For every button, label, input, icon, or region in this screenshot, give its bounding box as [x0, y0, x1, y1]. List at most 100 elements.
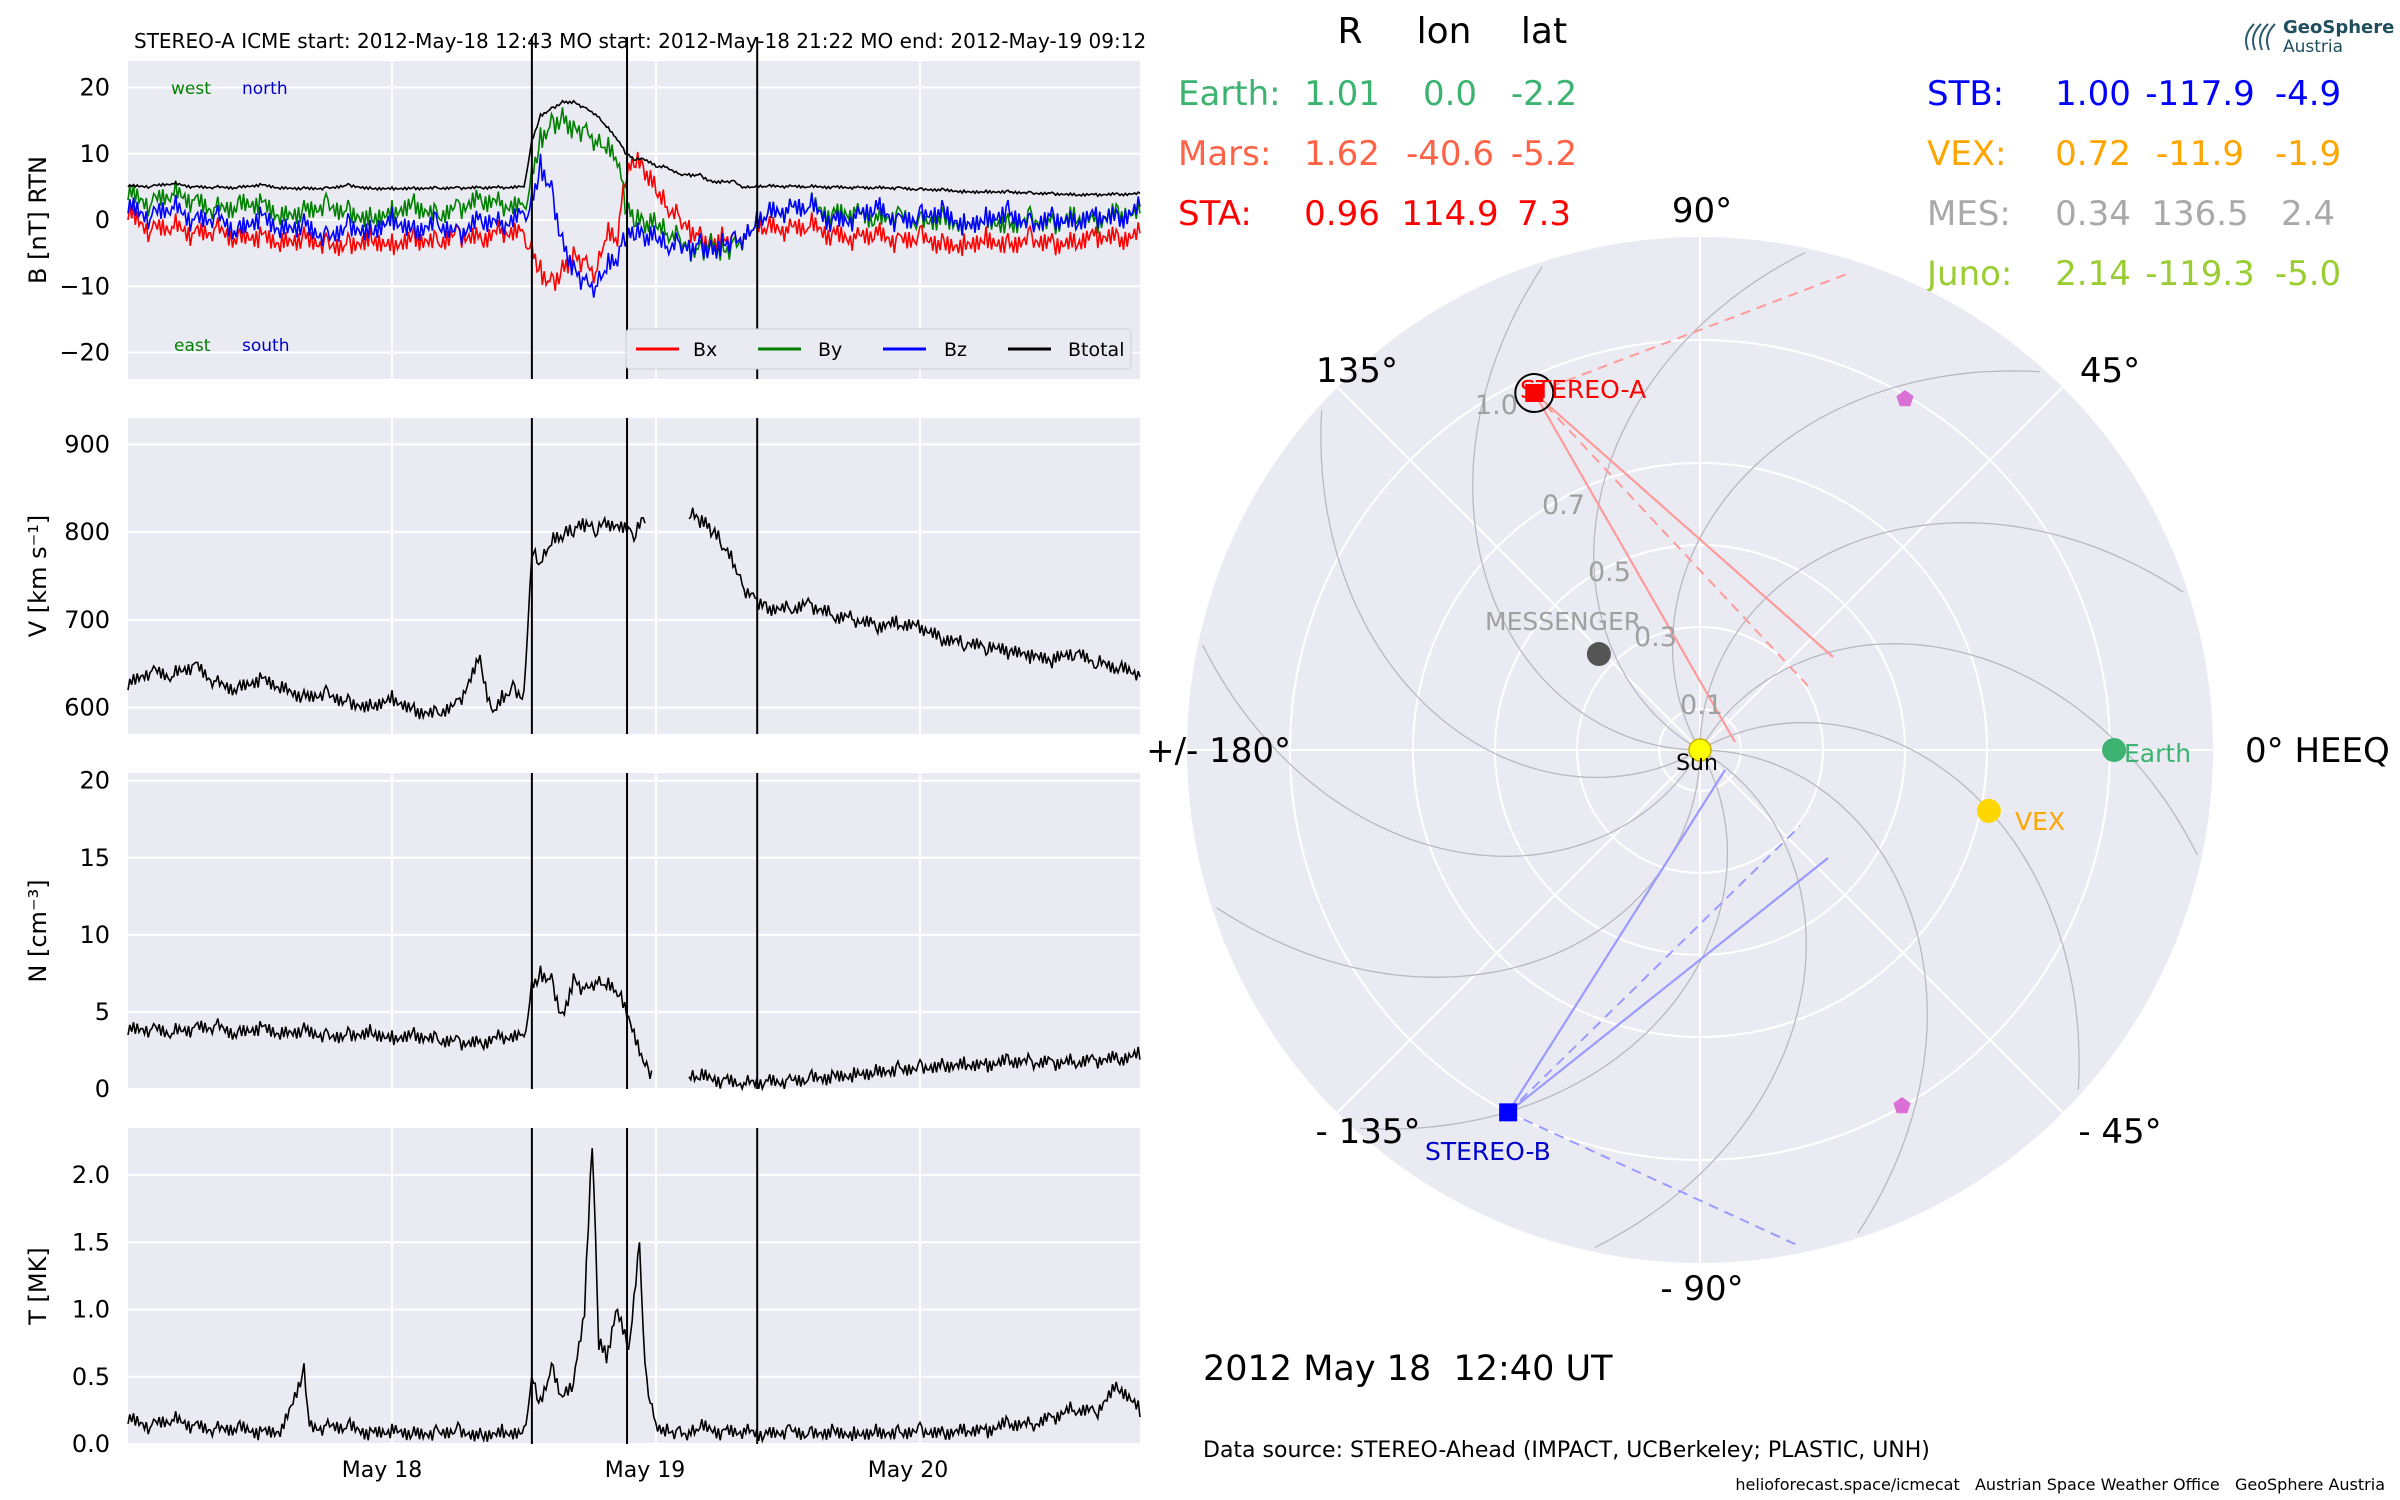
stereo-a-fov-1 [1533, 392, 1834, 658]
row-lon: -117.9 [2145, 74, 2255, 114]
sun-marker [1688, 738, 1712, 762]
row-lat: 7.3 [1517, 194, 1571, 234]
series-bz [127, 153, 1141, 298]
stereo-a-ring [1514, 372, 1555, 413]
ytick-label: 700 [64, 606, 110, 634]
ytick-label: 0 [95, 206, 110, 234]
row-lat: -5.2 [1511, 134, 1577, 174]
body-label-sun: Sun [1676, 751, 1718, 776]
series-btotal [127, 99, 1141, 198]
row-lat: -4.9 [2275, 74, 2341, 114]
ytick-label: −10 [59, 272, 110, 300]
panel-t-ylabel: T [MK] [24, 1247, 52, 1325]
angle-label-m45: - 45° [2078, 1112, 2161, 1152]
earth-marker [2102, 738, 2127, 762]
panel-v-grid [128, 418, 1140, 734]
planet-marker-lower [1893, 1097, 1911, 1114]
stereo-b-view-dashed [1507, 1111, 1798, 1246]
parker-spiral [1472, 266, 1692, 751]
series-v [127, 507, 1141, 721]
body-label-vex: VEX [2015, 807, 2065, 836]
footer-credits: helioforecast.space/icmecat Austrian Spa… [1735, 1475, 2385, 1494]
angular-gridline [1699, 386, 2064, 751]
legend-bx: Bx [693, 339, 717, 361]
table-row-left: STA: 0.96 114.9 7.3 [1178, 194, 1571, 234]
row-lon: -119.3 [2145, 254, 2255, 294]
parker-spiral [1699, 522, 2184, 742]
panel-b-series [127, 37, 1141, 379]
header-title: STEREO-A ICME start: 2012-May-18 12:43 M… [134, 29, 1146, 53]
row-lat: 2.4 [2281, 194, 2335, 234]
parker-spirals [1202, 252, 2198, 1248]
panel-n-ylabel: N [cm⁻³] [24, 879, 52, 982]
legend-b: Bx By Bz Btotal [625, 328, 1132, 370]
table-header-r: R [1337, 11, 1362, 52]
legend-btotal: Btotal [1068, 339, 1124, 361]
ytick-label: 10 [79, 921, 110, 949]
panel-v-speed: 900 800 700 600 V [km s⁻¹] [24, 418, 1141, 734]
legend-by: By [818, 339, 842, 361]
row-name: STA: [1178, 194, 1252, 234]
angle-label-90: 90° [1672, 191, 1732, 231]
ytick-label: 0.5 [72, 1363, 110, 1391]
legend-box [625, 328, 1132, 370]
table-header-lat: lat [1521, 11, 1567, 52]
panel-t-grid [128, 1128, 1140, 1445]
row-r: 2.14 [2055, 254, 2131, 294]
ytick-label: 1.5 [72, 1228, 110, 1256]
panel-n-density: 20 15 10 5 0 N [cm⁻³] [24, 767, 1141, 1103]
panel-v-background [128, 418, 1140, 734]
ytick-label: 0 [95, 1075, 110, 1103]
panel-b-ylabel: B [nT] RTN [24, 156, 52, 284]
table-row-right: STB: 1.00 -117.9 -4.9 [1927, 74, 2341, 114]
row-name: MES: [1927, 194, 2011, 234]
row-name: STB: [1927, 74, 2004, 114]
radial-label-1-0: 1.0 [1475, 390, 1518, 421]
row-r: 0.72 [2055, 134, 2131, 174]
ytick-label: 900 [64, 430, 110, 458]
ytick-label: 0.0 [72, 1430, 110, 1458]
row-lon: 0.0 [1423, 74, 1477, 114]
footer-datetime: 2012 May 18 12:40 UT [1203, 1349, 1613, 1389]
row-r: 1.00 [2055, 74, 2131, 114]
row-lon: -40.6 [1406, 134, 1494, 174]
series-t [127, 1148, 1141, 1444]
ytick-label: 2.0 [72, 1161, 110, 1189]
stereo-b-fov-1 [1507, 857, 1829, 1114]
geosphere-logo-icon [2245, 23, 2276, 51]
panel-b-ticks: 20 10 0 −10 −20 [59, 74, 110, 367]
parker-spiral [1216, 758, 1701, 978]
table-row-left: Earth: 1.01 0.0 -2.2 [1178, 74, 1577, 114]
row-name: Mars: [1178, 134, 1271, 174]
parker-spiral [1594, 753, 1807, 1248]
body-label-messenger: MESSENGER [1485, 607, 1641, 636]
angular-gridline [1336, 386, 1701, 751]
polar-geometry [1507, 271, 1853, 1246]
panel-t-series [127, 1128, 1141, 1444]
panel-n-series [127, 773, 1141, 1092]
stereo-b-fov-2 [1507, 769, 1726, 1113]
row-lon: 136.5 [2151, 194, 2248, 234]
row-r: 0.96 [1304, 194, 1380, 234]
angle-label-0: 0° HEEQ [2245, 731, 2390, 771]
parker-spiral [1202, 644, 1697, 857]
stereo-a-fov-2 [1533, 392, 1736, 743]
radial-label-0-5: 0.5 [1588, 557, 1631, 588]
logo-line2: Austria [2283, 37, 2343, 57]
row-lat: -1.9 [2275, 134, 2341, 174]
radial-label-0-3: 0.3 [1634, 622, 1677, 653]
parker-spiral [1708, 749, 1928, 1234]
row-name: VEX: [1927, 134, 2007, 174]
ytick-label: 15 [79, 844, 110, 872]
radial-label-0-1: 0.1 [1680, 690, 1723, 721]
ytick-label: 10 [79, 140, 110, 168]
planet-marker-upper [1896, 390, 1914, 407]
row-r: 1.01 [1304, 74, 1380, 114]
xtick-may18: May 18 [342, 1458, 422, 1483]
parker-spiral [1671, 370, 2040, 744]
panel-v-ticks: 900 800 700 600 [64, 430, 110, 721]
polar-plot: 1.0 0.7 0.5 0.3 0.1 90° 45° 135° +/- 180… [1146, 191, 2390, 1309]
position-table: R lon lat Earth: 1.01 0.0 -2.2 Mars: 1.62 -40.… [1178, 11, 2341, 294]
table-row-right: Juno: 2.14 -119.3 -5.0 [1925, 254, 2341, 294]
ytick-label: −20 [59, 339, 110, 367]
